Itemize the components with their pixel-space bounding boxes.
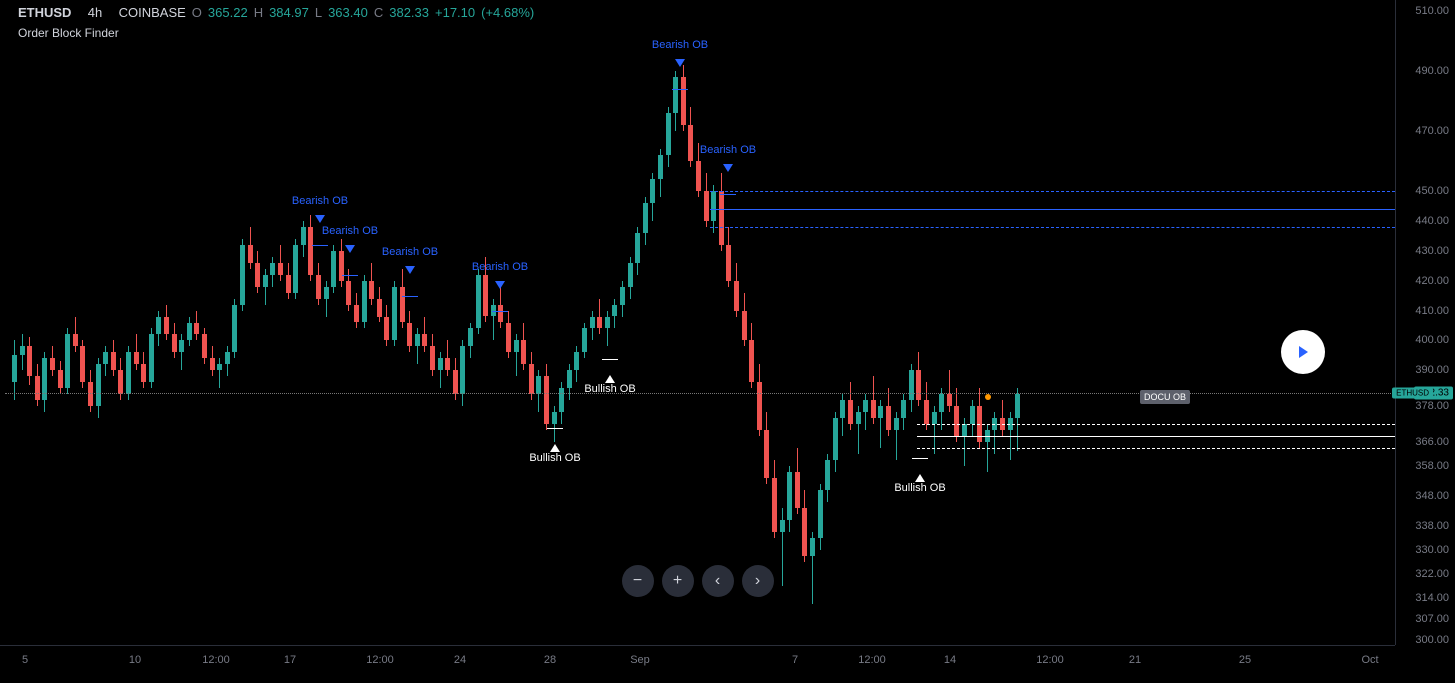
bearish-ob-marker <box>404 262 416 280</box>
bullish-ob-marker <box>604 371 616 389</box>
bearish-ob-label: Bearish OB <box>472 261 528 273</box>
bearish-ob-marker <box>314 211 326 229</box>
x-axis-tick: Sep <box>630 654 650 666</box>
y-axis-tick: 300.00 <box>1415 634 1449 646</box>
zoom-out-button[interactable]: − <box>622 565 654 597</box>
y-axis-tick: 366.00 <box>1415 436 1449 448</box>
y-axis-tick: 450.00 <box>1415 185 1449 197</box>
bearish-ob-label: Bearish OB <box>652 39 708 51</box>
x-axis-tick: 14 <box>944 654 956 666</box>
x-axis-tick: 7 <box>792 654 798 666</box>
play-icon <box>1295 344 1311 360</box>
low-label: L <box>315 5 322 20</box>
bullish-ob-marker <box>914 470 926 488</box>
x-axis-tick: 5 <box>22 654 28 666</box>
bullish-ob-label: Bullish OB <box>894 482 945 494</box>
bearish-ob-tick <box>720 194 736 195</box>
bearish-ob-tick <box>402 296 418 297</box>
bearish-ob-label: Bearish OB <box>700 144 756 156</box>
y-axis-tick: 358.00 <box>1415 460 1449 472</box>
y-axis-tick: 330.00 <box>1415 544 1449 556</box>
horizontal-line <box>710 191 1395 192</box>
next-button[interactable]: › <box>742 565 774 597</box>
marker-dot <box>985 394 991 400</box>
horizontal-line <box>917 436 1395 437</box>
high-label: H <box>254 5 263 20</box>
open-label: O <box>192 5 202 20</box>
bearish-ob-marker <box>344 241 356 259</box>
x-axis-tick: 24 <box>454 654 466 666</box>
bearish-ob-tick <box>492 311 508 312</box>
bearish-ob-label: Bearish OB <box>382 246 438 258</box>
indicator-name[interactable]: Order Block Finder <box>18 26 119 40</box>
low-value: 363.40 <box>328 5 368 20</box>
prev-button[interactable]: ‹ <box>702 565 734 597</box>
bullish-ob-label: Bullish OB <box>529 452 580 464</box>
chart-area[interactable]: ETHUSD · 4h · COINBASE O365.22 H384.97 L… <box>0 0 1395 645</box>
horizontal-line <box>710 209 1395 210</box>
bullish-ob-tick <box>912 458 928 459</box>
bearish-ob-marker <box>722 160 734 178</box>
y-axis-tick: 322.00 <box>1415 568 1449 580</box>
y-axis-tick: 390.00 <box>1415 364 1449 376</box>
exchange[interactable]: COINBASE <box>119 5 186 20</box>
price-axis[interactable]: 510.00 490.00 470.00 450.00 440.00 430.00 420.… <box>1395 0 1455 645</box>
time-axis[interactable]: 5 10 12:00 17 12:00 24 28 Sep 7 12:00 14 12:00 21 25 O… <box>0 645 1395 683</box>
x-axis-tick: 12:00 <box>366 654 394 666</box>
y-axis-tick: 314.00 <box>1415 592 1449 604</box>
bearish-ob-tick <box>672 89 688 90</box>
symbol-price-tag: ETHUSD <box>1392 388 1433 399</box>
bearish-ob-label: Bearish OB <box>322 225 378 237</box>
x-axis-tick: 10 <box>129 654 141 666</box>
y-axis-tick: 348.00 <box>1415 490 1449 502</box>
horizontal-line <box>917 448 1395 449</box>
bearish-ob-label: Bearish OB <box>292 195 348 207</box>
bullish-ob-tick <box>602 359 618 360</box>
change-value: +17.10 <box>435 5 475 20</box>
y-axis-tick: 378.00 <box>1415 400 1449 412</box>
y-axis-tick: 470.00 <box>1415 125 1449 137</box>
play-button[interactable] <box>1281 330 1325 374</box>
x-axis-tick: 25 <box>1239 654 1251 666</box>
y-axis-tick: 400.00 <box>1415 334 1449 346</box>
horizontal-line <box>710 227 1395 228</box>
y-axis-tick: 307.00 <box>1415 613 1449 625</box>
y-axis-tick: 490.00 <box>1415 65 1449 77</box>
x-axis-tick: 12:00 <box>1036 654 1064 666</box>
close-value: 382.33 <box>389 5 429 20</box>
high-value: 384.97 <box>269 5 309 20</box>
symbol[interactable]: ETHUSD <box>18 5 71 20</box>
x-axis-tick: 21 <box>1129 654 1141 666</box>
timeframe[interactable]: 4h <box>88 5 102 20</box>
change-pct: (+4.68%) <box>481 5 534 20</box>
y-axis-tick: 410.00 <box>1415 305 1449 317</box>
bullish-ob-tick <box>547 428 563 429</box>
nav-controls: − + ‹ › <box>622 565 774 597</box>
x-axis-tick: 17 <box>284 654 296 666</box>
info-badge: DOCU OB <box>1140 390 1190 404</box>
bullish-ob-marker <box>549 440 561 458</box>
y-axis-tick: 510.00 <box>1415 5 1449 17</box>
x-axis-tick: Oct <box>1361 654 1378 666</box>
horizontal-line <box>917 424 1395 425</box>
bearish-ob-tick <box>312 245 328 246</box>
y-axis-tick: 420.00 <box>1415 275 1449 287</box>
x-axis-tick: 28 <box>544 654 556 666</box>
close-label: C <box>374 5 383 20</box>
y-axis-tick: 440.00 <box>1415 215 1449 227</box>
bearish-ob-tick <box>342 275 358 276</box>
open-value: 365.22 <box>208 5 248 20</box>
symbol-header: ETHUSD · 4h · COINBASE O365.22 H384.97 L… <box>18 5 534 20</box>
y-axis-tick: 430.00 <box>1415 245 1449 257</box>
y-axis-tick: 338.00 <box>1415 520 1449 532</box>
zoom-in-button[interactable]: + <box>662 565 694 597</box>
x-axis-tick: 12:00 <box>858 654 886 666</box>
x-axis-tick: 12:00 <box>202 654 230 666</box>
